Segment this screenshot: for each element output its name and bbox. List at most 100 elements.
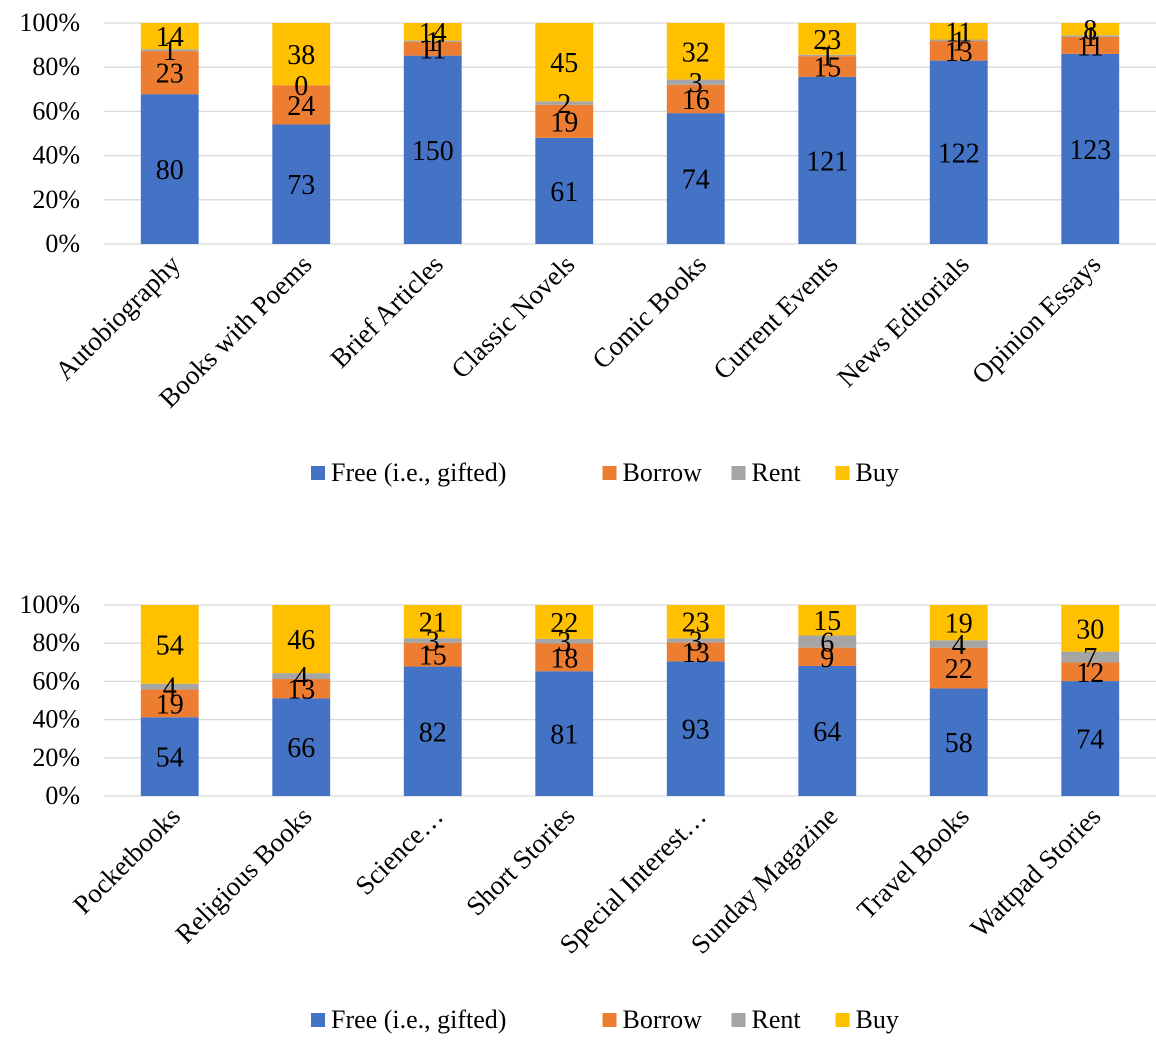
data-label: 1 [952, 26, 966, 57]
x-category-label: Opinion Essays [966, 249, 1107, 390]
data-label: 13 [945, 37, 973, 68]
y-tick-label: 20% [32, 185, 80, 214]
x-category-label: Religious Books [170, 801, 318, 949]
y-tick-label: 80% [32, 628, 80, 657]
data-label: 22 [945, 654, 973, 685]
x-category-label: Current Events [707, 249, 843, 385]
data-label: 8 [1083, 15, 1097, 46]
bar-segment-buy [798, 23, 857, 55]
bar-segment-borrow [666, 84, 725, 114]
bar-segment-rent [535, 638, 594, 644]
data-label: 30 [1076, 614, 1104, 645]
data-label: 16 [682, 85, 710, 116]
chart-bottom: 0% 20% 40% 60% 80% 100% 54 19 4 54 Pocketbooks 66 13… [0, 560, 1156, 1064]
bar-segment-free [403, 666, 462, 796]
data-label: 74 [1076, 725, 1104, 756]
y-tick-label: 100% [19, 8, 80, 37]
data-label: 19 [550, 107, 578, 138]
data-label: 4 [294, 662, 308, 693]
bar-segment-buy [666, 605, 725, 639]
data-label: 13 [287, 675, 315, 706]
data-label: 54 [156, 743, 184, 774]
bar-segment-borrow [929, 41, 988, 61]
bar-segment-rent [929, 39, 988, 42]
y-tick-label: 80% [32, 52, 80, 81]
bar-segment-buy [140, 23, 199, 50]
bar-segment-borrow [403, 642, 462, 667]
bar-segment-free [272, 124, 331, 244]
y-tick-label: 0% [45, 781, 80, 810]
data-label: 6 [820, 628, 834, 659]
bar-segment-free [666, 113, 725, 244]
x-category-label: Travel Books [851, 801, 975, 925]
data-label: 150 [412, 136, 454, 167]
data-label: 123 [1069, 135, 1111, 166]
data-label: 66 [287, 733, 315, 764]
data-label: 93 [682, 715, 710, 746]
x-category-label: Pocketbooks [67, 801, 186, 920]
bar-segment-rent [535, 101, 594, 105]
data-label: 0 [294, 71, 308, 102]
data-label: 11 [945, 17, 972, 48]
bar-segment-buy [403, 605, 462, 639]
legend-label: Free (i.e., gifted) [331, 458, 506, 487]
y-tick-label: 60% [32, 96, 80, 125]
data-label: 14 [156, 22, 184, 53]
y-tick-label: 40% [32, 705, 80, 734]
data-label: 23 [156, 59, 184, 90]
data-label: 13 [682, 638, 710, 669]
data-label: 23 [682, 608, 710, 639]
legend-label: Free (i.e., gifted) [331, 1005, 506, 1034]
bar-segment-buy [272, 605, 331, 674]
data-label: 64 [813, 717, 841, 748]
bar-segment-buy [403, 23, 462, 41]
bar-segment-borrow [403, 41, 462, 56]
y-tick-label: 0% [45, 229, 80, 258]
bar-segment-borrow [798, 647, 857, 666]
data-label: 38 [287, 40, 315, 71]
data-label: 3 [557, 627, 571, 658]
legend-swatch [731, 466, 746, 480]
data-label: 1 [163, 36, 177, 67]
legend-swatch [311, 1013, 325, 1027]
legend-label: Rent [752, 458, 802, 487]
bar-segment-free [929, 688, 988, 796]
data-label: 74 [682, 165, 710, 196]
bar-segment-rent [140, 49, 199, 52]
data-label: 1 [426, 27, 440, 58]
bar-segment-borrow [1061, 662, 1120, 682]
data-label: 14 [419, 18, 447, 49]
data-label: 45 [550, 48, 578, 79]
bar-segment-borrow [140, 51, 199, 95]
legend-swatch [835, 1013, 850, 1027]
bar-segment-buy [535, 605, 594, 639]
bar-segment-free [1061, 53, 1120, 245]
data-label: 80 [156, 155, 184, 186]
data-label: 11 [419, 35, 446, 66]
bar-segment-free [535, 137, 594, 244]
x-category-label: Short Stories [460, 801, 580, 921]
bar-segment-borrow [1061, 36, 1120, 54]
data-label: 54 [156, 630, 184, 661]
chart-top: 0% 20% 40% 60% 80% 100% 80 23 1 14 Autobiography 73… [0, 0, 1156, 520]
x-category-label: Science… [349, 801, 449, 901]
data-label: 32 [682, 37, 710, 68]
bar-segment-buy [272, 23, 331, 86]
bar-segment-rent [403, 40, 462, 42]
bar-segment-borrow [272, 85, 331, 125]
data-label: 12 [1076, 658, 1104, 689]
data-label: 3 [689, 626, 703, 657]
bar-segment-borrow [535, 104, 594, 138]
data-label: 22 [550, 608, 578, 639]
x-category-label: Brief Articles [324, 249, 449, 374]
bar-segment-free [272, 698, 331, 796]
bar-segment-borrow [666, 642, 725, 662]
bar-segment-rent [272, 673, 331, 680]
bar-segment-borrow [798, 56, 857, 77]
data-label: 11 [1077, 31, 1104, 62]
data-label: 46 [287, 625, 315, 656]
bar-segment-buy [798, 605, 857, 636]
bar-segment-borrow [929, 647, 988, 689]
bar-segment-rent [1061, 651, 1120, 663]
x-category-label: Autobiography [49, 249, 186, 386]
